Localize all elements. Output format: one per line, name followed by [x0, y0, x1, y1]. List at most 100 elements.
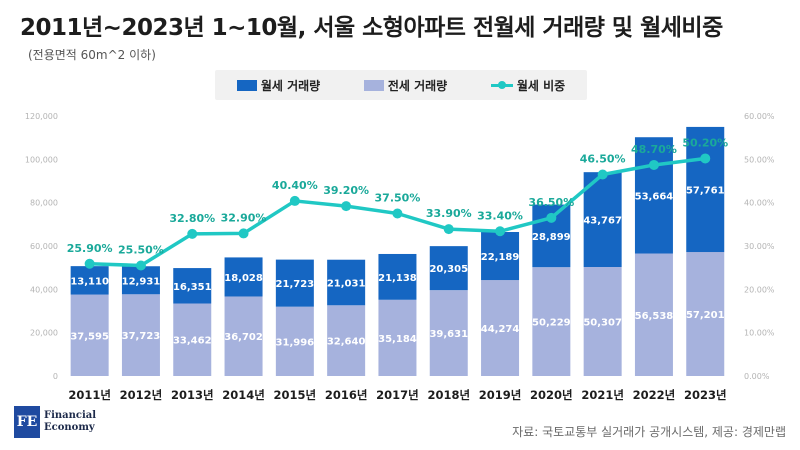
ratio-point: [289, 195, 300, 206]
bar-jeonse: [429, 290, 468, 376]
bar-monthly: [327, 259, 366, 306]
ratio-data-label: 25.50%: [118, 244, 164, 257]
bar-monthly-data-label: 18,028: [224, 273, 263, 284]
bar-jeonse-data-label: 37,595: [70, 331, 109, 342]
bar-jeonse-data-label: 57,201: [686, 310, 725, 321]
bar-monthly: [70, 266, 109, 295]
bar-jeonse-data-label: 35,184: [378, 334, 417, 345]
bar-jeonse: [224, 296, 263, 376]
x-tick-label: 2023년: [684, 388, 727, 402]
chart-title: 2011년~2023년 1~10월, 서울 소형아파트 전월세 거래량 및 월세…: [20, 15, 723, 41]
ratio-point: [443, 224, 454, 235]
ratio-point: [648, 159, 659, 170]
ratio-point: [546, 212, 557, 223]
ratio-point: [341, 201, 352, 212]
bar-jeonse-data-label: 31,996: [276, 337, 315, 348]
bar-monthly-data-label: 22,189: [481, 252, 520, 263]
x-tick-label: 2012년: [120, 388, 163, 402]
x-tick-label: 2017년: [376, 388, 419, 402]
y-right-tick-label: 10.00%: [744, 329, 775, 338]
y-left-tick-label: 80,000: [30, 199, 58, 208]
ratio-point: [187, 228, 198, 239]
ratio-data-label: 48.70%: [631, 143, 677, 156]
legend-item-ratio: 월세 비중: [490, 77, 565, 94]
y-right-tick-label: 50.00%: [744, 155, 775, 164]
x-tick-label: 2020년: [530, 388, 573, 402]
source-note: 자료: 국토교통부 실거래가 공개시스템, 제공: 경제만랩: [512, 425, 786, 439]
bar-monthly-data-label: 20,305: [429, 264, 468, 275]
bar-jeonse-data-label: 50,229: [532, 318, 571, 329]
bar-jeonse: [481, 280, 520, 376]
bar-monthly: [634, 137, 673, 254]
bar-jeonse: [173, 303, 212, 376]
x-tick-label: 2015년: [274, 388, 317, 402]
ratio-data-label: 40.40%: [272, 179, 318, 192]
bar-jeonse-data-label: 39,631: [429, 329, 468, 340]
logo-mark-icon: FE: [14, 406, 40, 438]
bar-monthly: [583, 172, 622, 268]
bar-monthly: [481, 231, 520, 281]
y-left-tick-label: 0: [53, 372, 58, 381]
bar-monthly-data-label: 43,767: [583, 216, 622, 227]
legend-item-monthly: 월세 거래량: [236, 77, 321, 94]
bar-jeonse: [634, 253, 673, 376]
legend-item-jeonse: 전세 거래량: [363, 77, 448, 94]
bar-monthly-data-label: 12,931: [122, 276, 161, 287]
publisher-logo: FE Financial Economy: [14, 404, 96, 440]
bar-monthly: [686, 126, 725, 253]
bar-monthly: [224, 257, 263, 297]
logo-line-1: Financial: [44, 410, 97, 421]
ratio-data-label: 46.50%: [580, 153, 626, 166]
legend-swatch-jeonse: [363, 79, 384, 91]
ratio-data-label: 50.20%: [682, 136, 728, 149]
chart-legend: 월세 거래량 전세 거래량 월세 비중: [215, 70, 587, 100]
bar-jeonse: [327, 305, 366, 376]
legend-swatch-ratio: [490, 79, 513, 91]
legend-label-jeonse: 전세 거래량: [387, 78, 448, 93]
bar-jeonse: [70, 294, 109, 376]
x-tick-label: 2021년: [581, 388, 624, 402]
y-right-tick-label: 20.00%: [744, 285, 775, 294]
x-tick-label: 2016년: [325, 388, 368, 402]
y-left-tick-label: 100,000: [25, 155, 58, 164]
ratio-data-label: 33.90%: [426, 207, 472, 220]
bar-monthly-data-label: 21,723: [276, 279, 315, 290]
x-tick-label: 2018년: [427, 388, 470, 402]
bar-monthly-data-label: 21,031: [327, 278, 366, 289]
bar-monthly-data-label: 53,664: [635, 191, 674, 202]
bar-monthly: [275, 259, 314, 307]
bar-monthly: [378, 253, 417, 300]
x-tick-label: 2019년: [479, 388, 522, 402]
bar-jeonse: [686, 252, 725, 376]
y-right-tick-label: 30.00%: [744, 242, 775, 251]
bar-monthly: [121, 266, 160, 295]
ratio-point: [135, 260, 146, 271]
bar-monthly-data-label: 28,899: [532, 232, 571, 243]
ratio-data-label: 39.20%: [323, 184, 369, 197]
y-left-tick-label: 120,000: [25, 112, 58, 121]
bar-jeonse: [378, 299, 417, 376]
ratio-data-label: 32.90%: [221, 211, 267, 224]
ratio-data-label: 36.50%: [528, 196, 574, 209]
y-right-tick-label: 40.00%: [744, 199, 775, 208]
chart-subtitle: (전용면적 60m^2 이하): [28, 48, 156, 62]
legend-label-monthly: 월세 거래량: [260, 78, 321, 93]
bar-monthly-data-label: 21,138: [378, 273, 417, 284]
bar-jeonse-data-label: 44,274: [481, 324, 520, 335]
bar-jeonse-data-label: 33,462: [173, 336, 212, 347]
logo-line-2: Economy: [44, 422, 95, 433]
y-right-tick-label: 60.00%: [744, 112, 775, 121]
bar-monthly-data-label: 57,761: [686, 185, 725, 196]
ratio-point: [238, 228, 249, 239]
logo-text: Financial Economy: [44, 410, 96, 434]
bar-jeonse: [121, 294, 160, 376]
ratio-point: [597, 169, 608, 180]
ratio-point: [700, 153, 711, 164]
ratio-data-label: 25.90%: [67, 242, 113, 255]
bar-jeonse-data-label: 32,640: [327, 337, 366, 348]
bar-monthly: [173, 268, 212, 304]
y-left-tick-label: 60,000: [30, 242, 58, 251]
x-tick-label: 2014년: [222, 388, 265, 402]
bar-monthly-data-label: 13,110: [70, 276, 109, 287]
bar-jeonse-data-label: 56,538: [635, 311, 674, 322]
